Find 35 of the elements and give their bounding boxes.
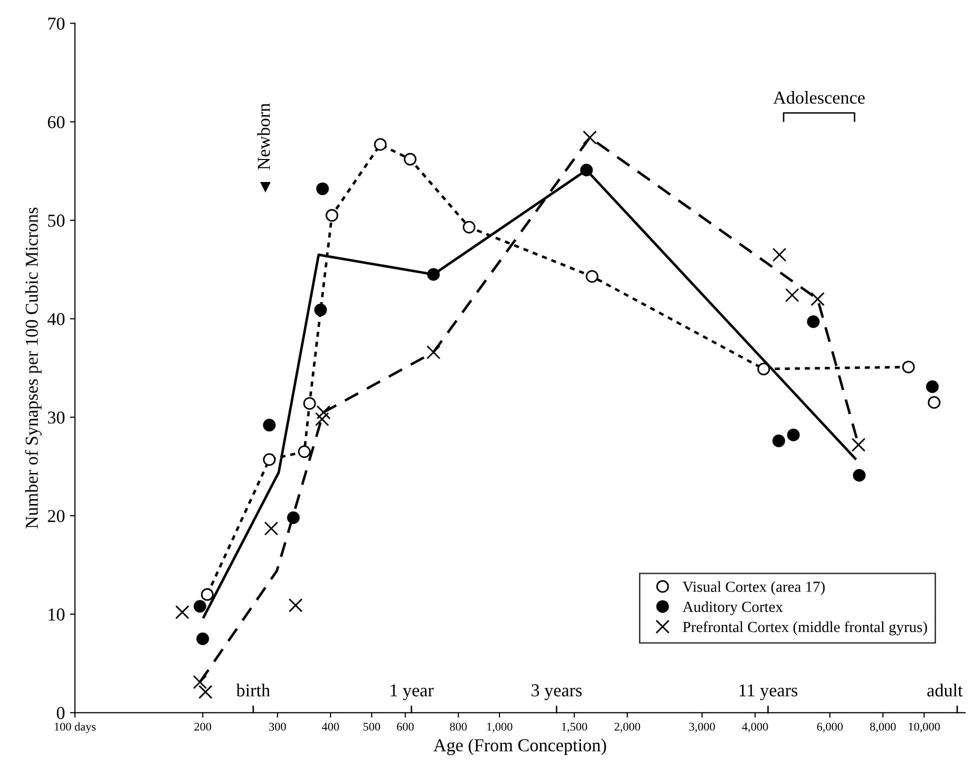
x-tick-label: 500: [364, 722, 380, 731]
x-tick-label: 6,000: [817, 722, 843, 732]
annotation: adult: [927, 684, 963, 696]
y-tick-label: 30: [48, 411, 65, 424]
y-tick-label: 70: [48, 18, 65, 30]
annotation: Adolescence: [773, 91, 865, 104]
y-tick-label: 20: [48, 510, 65, 522]
x-tick-label: 10,000: [908, 722, 940, 732]
annotation: birth: [236, 684, 270, 696]
x-tick-label: 200: [194, 722, 212, 731]
annotation: 3 years: [532, 684, 582, 700]
x-tick-label: 4,000: [742, 722, 768, 732]
y-tick-label: 60: [48, 116, 65, 128]
annotation: Newborn: [257, 103, 270, 170]
y-axis-title: Number of Synapses per 100 Cubic Microns: [24, 208, 42, 528]
x-tick-label: 1,500: [562, 722, 588, 732]
legend-label: Visual Cortex (area 17): [682, 581, 825, 596]
x-tick-label: 800: [450, 722, 467, 731]
y-tick-label: 10: [48, 608, 65, 621]
legend-label: Prefrontal Cortex (middle frontal gyrus): [682, 621, 928, 636]
annotation: 1 year: [390, 684, 434, 700]
x-tick-label: 2,000: [614, 722, 640, 732]
x-tick-label: 100 days: [54, 722, 96, 734]
x-axis-title: Age (From Conception): [433, 738, 606, 756]
legend-label: Auditory Cortex: [682, 601, 783, 616]
y-tick-label: 50: [48, 214, 65, 227]
x-tick-label: 600: [396, 722, 414, 731]
y-tick-label: 40: [47, 313, 65, 326]
y-tick-label: 0: [56, 706, 65, 720]
x-tick-label: 1,000: [487, 722, 512, 732]
annotation: 11 years: [740, 684, 798, 700]
x-tick-label: 8,000: [870, 722, 896, 732]
x-tick-label: 400: [322, 722, 339, 731]
x-tick-label: 3,000: [689, 722, 715, 732]
x-tick-label: 300: [269, 722, 286, 731]
